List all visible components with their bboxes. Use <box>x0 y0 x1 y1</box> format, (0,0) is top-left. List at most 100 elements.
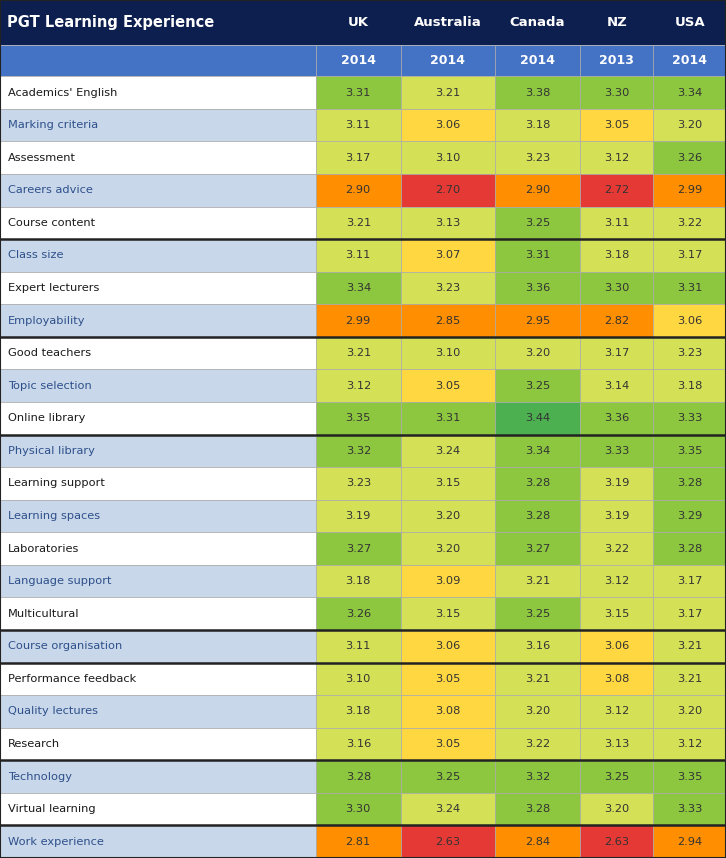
Bar <box>316 402 401 435</box>
Text: Class size: Class size <box>8 251 63 261</box>
Bar <box>0 662 316 695</box>
Bar <box>0 174 316 207</box>
Text: 2.63: 2.63 <box>436 837 460 847</box>
Text: 3.28: 3.28 <box>525 479 550 488</box>
Bar <box>316 728 401 760</box>
Text: 3.05: 3.05 <box>436 381 460 390</box>
Text: 3.30: 3.30 <box>604 88 629 98</box>
Bar <box>653 499 726 532</box>
Bar <box>401 728 495 760</box>
Text: Assessment: Assessment <box>8 153 76 163</box>
Text: 2.84: 2.84 <box>525 837 550 847</box>
Text: Virtual learning: Virtual learning <box>8 804 96 814</box>
Bar <box>653 793 726 825</box>
Bar <box>316 662 401 695</box>
Text: Language support: Language support <box>8 577 112 586</box>
Bar <box>0 109 316 142</box>
Bar <box>580 370 653 402</box>
Text: 3.13: 3.13 <box>604 739 629 749</box>
Bar <box>653 272 726 305</box>
Text: Physical library: Physical library <box>8 446 95 456</box>
Bar <box>580 109 653 142</box>
Text: 2.63: 2.63 <box>604 837 629 847</box>
Bar <box>580 728 653 760</box>
Text: Multicultural: Multicultural <box>8 608 79 619</box>
Text: 3.17: 3.17 <box>346 153 371 163</box>
Text: 3.22: 3.22 <box>677 218 702 228</box>
Bar <box>653 370 726 402</box>
Bar <box>316 499 401 532</box>
Text: 3.36: 3.36 <box>604 414 629 423</box>
Text: 3.20: 3.20 <box>525 348 550 358</box>
Bar <box>0 435 316 467</box>
Text: 3.18: 3.18 <box>346 577 371 586</box>
Bar <box>495 760 580 793</box>
Text: 3.29: 3.29 <box>677 511 702 521</box>
Text: 2014: 2014 <box>431 54 465 67</box>
Text: 3.11: 3.11 <box>346 120 371 130</box>
Text: 3.31: 3.31 <box>436 414 460 423</box>
Text: 3.17: 3.17 <box>604 348 629 358</box>
Bar <box>401 402 495 435</box>
Bar <box>580 174 653 207</box>
Text: 3.30: 3.30 <box>604 283 629 293</box>
Text: Expert lecturers: Expert lecturers <box>8 283 99 293</box>
Bar <box>401 760 495 793</box>
Text: 2.90: 2.90 <box>346 185 371 196</box>
Bar <box>316 305 401 337</box>
Text: 2.72: 2.72 <box>604 185 629 196</box>
Bar <box>653 630 726 662</box>
Text: Research: Research <box>8 739 60 749</box>
Text: 2.85: 2.85 <box>436 316 460 326</box>
Text: 3.06: 3.06 <box>436 641 460 651</box>
Text: 3.05: 3.05 <box>436 739 460 749</box>
Text: 3.09: 3.09 <box>436 577 460 586</box>
Text: UK: UK <box>348 15 369 29</box>
Bar <box>495 207 580 239</box>
Bar <box>653 662 726 695</box>
Text: 3.21: 3.21 <box>436 88 460 98</box>
Text: 3.08: 3.08 <box>604 674 629 684</box>
Bar <box>401 630 495 662</box>
Bar <box>580 662 653 695</box>
Bar <box>401 370 495 402</box>
Text: 3.06: 3.06 <box>677 316 702 326</box>
Text: Technology: Technology <box>8 771 72 782</box>
Bar <box>316 435 401 467</box>
Bar <box>401 109 495 142</box>
Bar <box>0 695 316 728</box>
Bar <box>401 207 495 239</box>
Text: 3.10: 3.10 <box>436 348 460 358</box>
Bar <box>580 499 653 532</box>
Text: 2014: 2014 <box>340 54 376 67</box>
Bar <box>495 467 580 499</box>
Bar <box>401 174 495 207</box>
Bar <box>401 272 495 305</box>
Bar <box>316 630 401 662</box>
Text: NZ: NZ <box>606 15 627 29</box>
Text: 3.07: 3.07 <box>436 251 460 261</box>
Bar <box>495 728 580 760</box>
Bar <box>653 825 726 858</box>
Text: 3.32: 3.32 <box>525 771 550 782</box>
Text: 3.08: 3.08 <box>436 706 460 716</box>
Text: 3.06: 3.06 <box>604 641 629 651</box>
Text: PGT Learning Experience: PGT Learning Experience <box>7 15 214 30</box>
Text: 3.16: 3.16 <box>525 641 550 651</box>
Text: 3.21: 3.21 <box>525 577 550 586</box>
Bar <box>653 305 726 337</box>
Bar <box>495 662 580 695</box>
Text: 3.34: 3.34 <box>677 88 702 98</box>
Text: Learning spaces: Learning spaces <box>8 511 100 521</box>
Text: 2.70: 2.70 <box>436 185 460 196</box>
Bar <box>495 174 580 207</box>
Text: 3.20: 3.20 <box>436 511 460 521</box>
Bar <box>401 76 495 109</box>
Bar <box>653 695 726 728</box>
Text: 3.34: 3.34 <box>346 283 371 293</box>
Text: 3.12: 3.12 <box>604 153 629 163</box>
Text: 3.28: 3.28 <box>677 544 702 553</box>
Text: 3.19: 3.19 <box>604 511 629 521</box>
Text: Careers advice: Careers advice <box>8 185 93 196</box>
Text: 3.21: 3.21 <box>677 641 702 651</box>
